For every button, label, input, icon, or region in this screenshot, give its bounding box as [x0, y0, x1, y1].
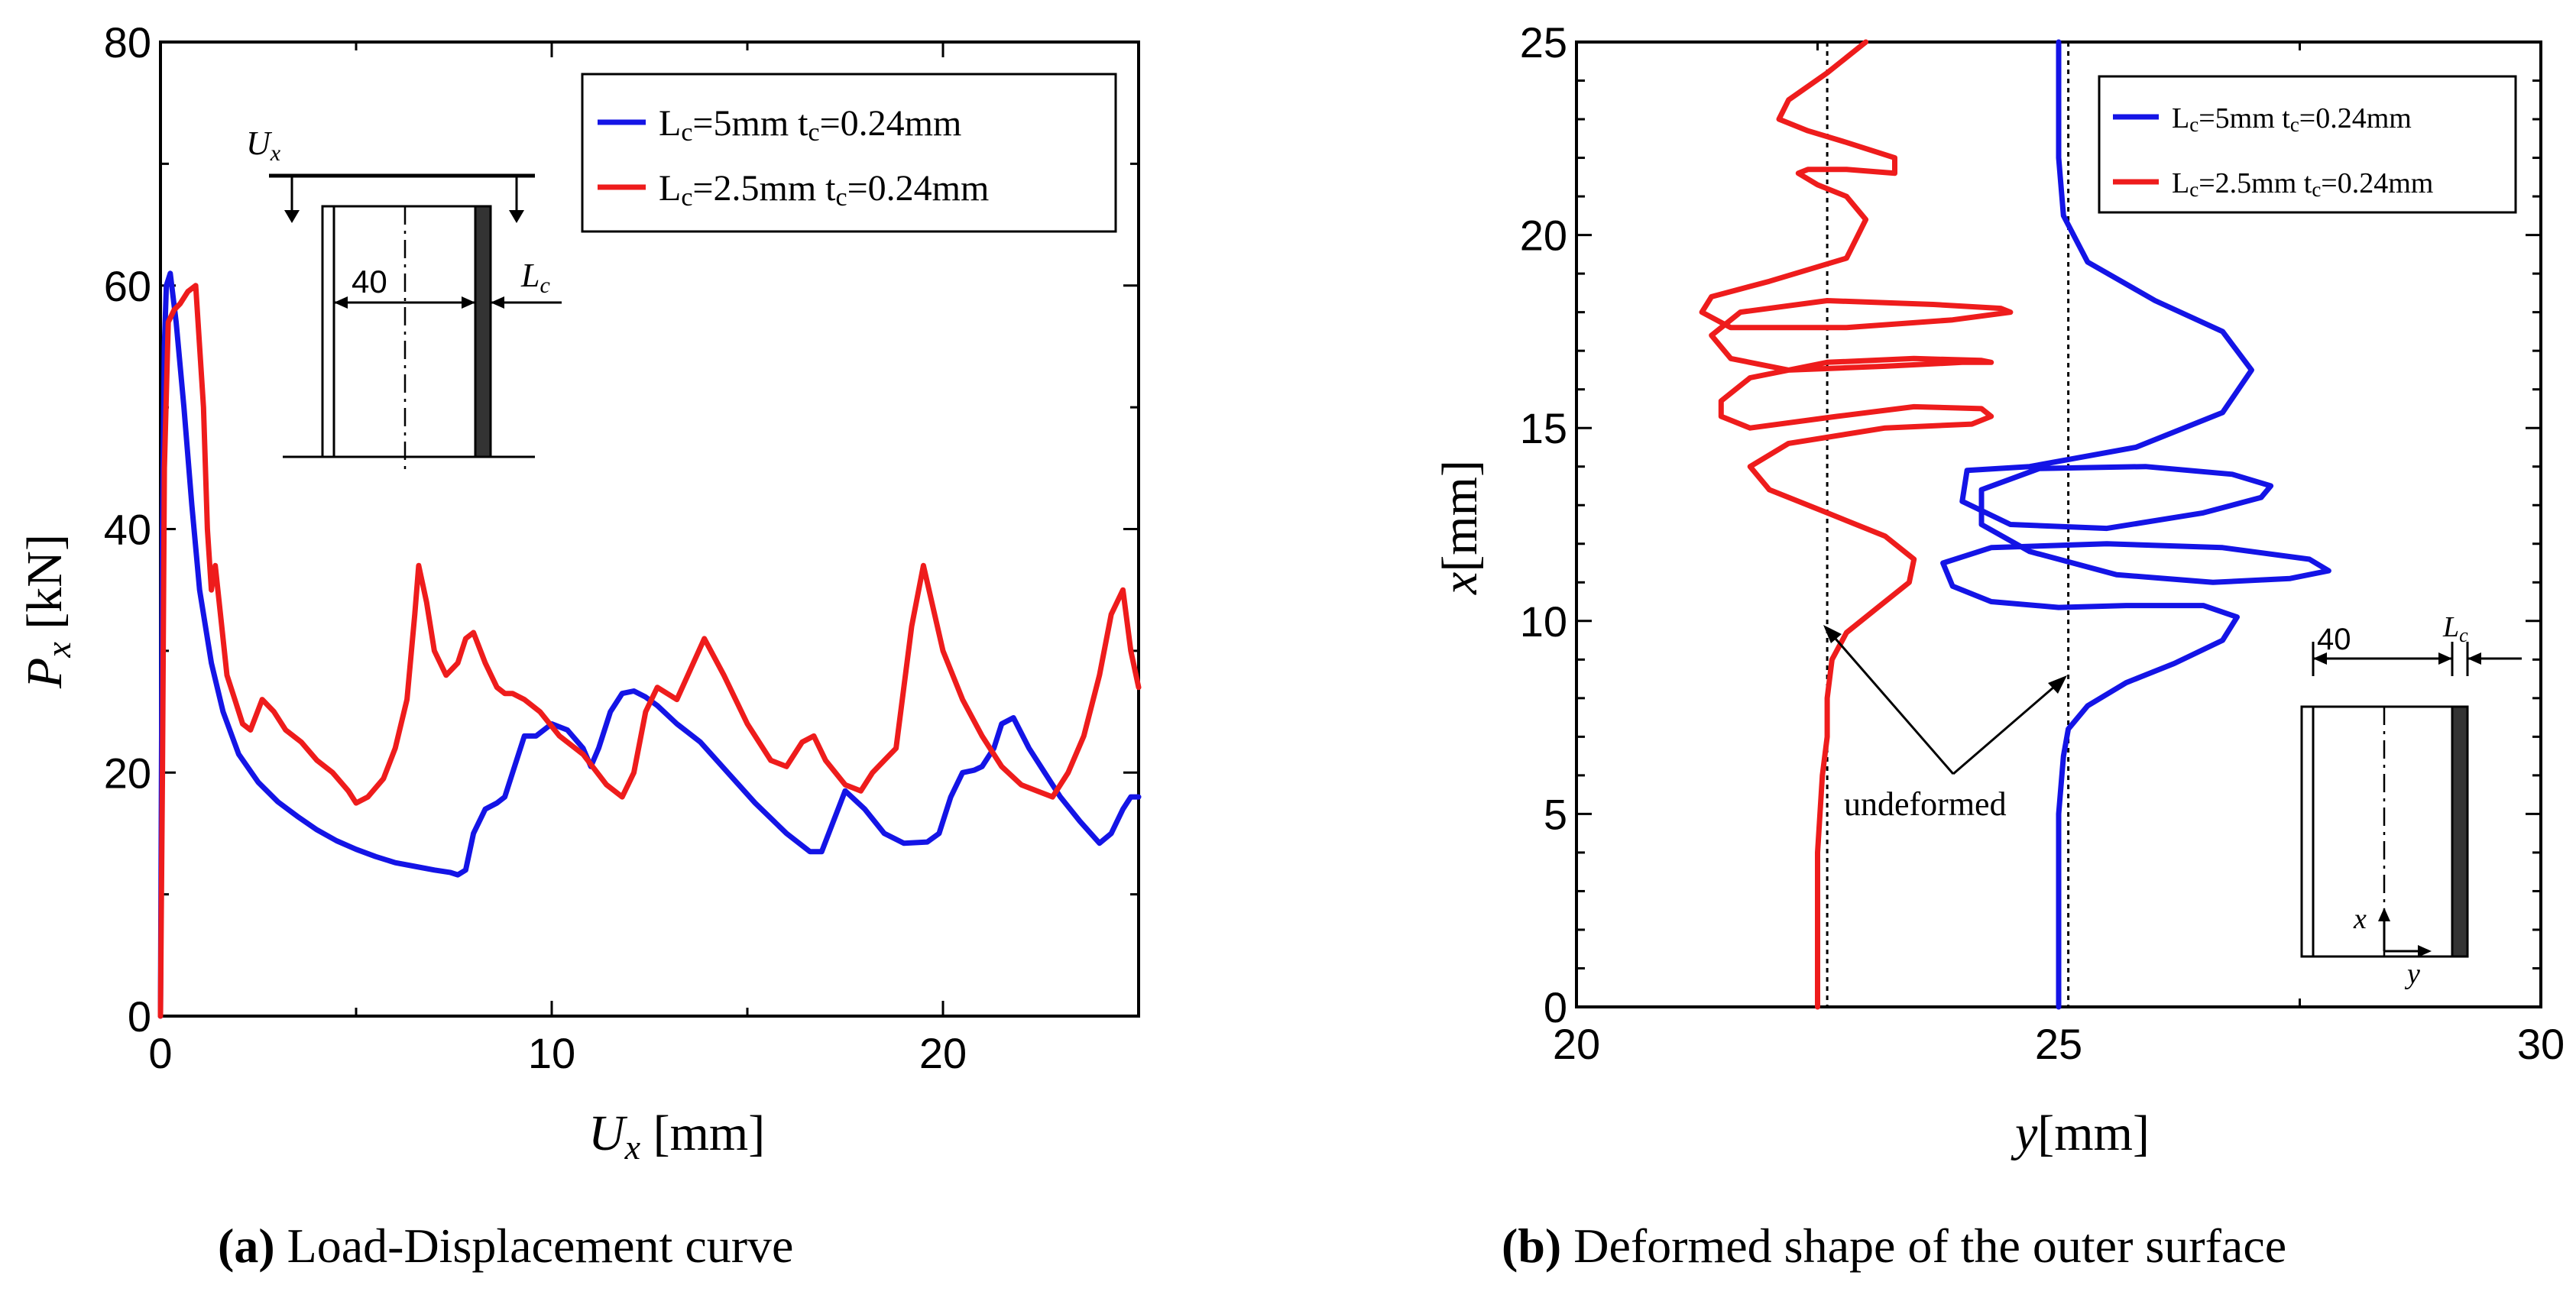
- inset-b-width-label: 40: [2317, 623, 2351, 656]
- x-tick-label: 0: [148, 1029, 172, 1077]
- plot-a-inset-schematic: [269, 173, 562, 470]
- inset-a-arrowhead-right: [509, 210, 524, 223]
- inset-b-dim-arrow-left: [2313, 652, 2327, 665]
- x-tick-label: 30: [2517, 1020, 2565, 1068]
- legend-b-label-red: Lc=2.5mm tc=0.24mm: [2172, 167, 2433, 201]
- inset-a-lc-label: Lc: [520, 257, 550, 298]
- inset-a-dim-arrow-right: [462, 296, 475, 309]
- annotation-arrow-left: [1829, 632, 1955, 775]
- inset-a-ux-label: Ux: [246, 125, 281, 166]
- inset-a-cap-layer: [474, 205, 492, 458]
- plot-b-legend: Lc=5mm tc=0.24mm Lc=2.5mm tc=0.24mm: [2098, 75, 2517, 214]
- plot-a-legend-box: [581, 73, 1117, 233]
- legend-a-label-red: Lc=2.5mm tc=0.24mm: [659, 168, 989, 212]
- annotation-undeformed: undeformed: [1844, 785, 2007, 823]
- inset-a-tube: [321, 205, 492, 458]
- plot-b-inset-schematic: [2300, 642, 2522, 958]
- inset-a-dim-arrow-left: [334, 296, 348, 309]
- plot-b-ticks: [1575, 40, 2542, 1008]
- x-tick-label: 20: [1553, 1020, 1600, 1068]
- series-line-blue: [1940, 39, 2331, 1010]
- plot-a-x-title: Ux [mm]: [588, 1105, 765, 1167]
- caption-a-label: (a): [218, 1219, 275, 1273]
- inset-b-lc-label: Lc: [2442, 611, 2468, 646]
- y-tick-label: 60: [104, 262, 151, 310]
- y-tick-label: 40: [104, 506, 151, 554]
- y-tick-label: 0: [128, 992, 151, 1041]
- inset-b-cap-layer: [2451, 705, 2469, 958]
- caption-b: (b) Deformed shape of the outer surface: [1502, 1219, 2286, 1273]
- series-line-red: [1699, 39, 2014, 1010]
- inset-b-dim-arrow-right: [2438, 652, 2452, 665]
- plot-a-series: [157, 270, 1142, 1019]
- inset-b-x-label: x: [2353, 903, 2367, 935]
- y-tick-label: 25: [1520, 18, 1567, 66]
- y-tick-label: 5: [1544, 790, 1567, 838]
- caption-b-text: Deformed shape of the outer surface: [1573, 1219, 2286, 1273]
- inset-a-cap-dim-arrow: [491, 296, 504, 309]
- y-tick-label: 20: [1520, 212, 1567, 260]
- y-tick-label: 80: [104, 18, 151, 66]
- inset-b-x-arrowhead: [2378, 908, 2390, 921]
- y-tick-label: 15: [1520, 404, 1567, 452]
- inset-b-y-label: y: [2404, 958, 2420, 990]
- plot-b-legend-box: [2098, 75, 2517, 214]
- y-tick-label: 0: [1544, 983, 1567, 1031]
- inset-a-width-label: 40: [352, 264, 387, 299]
- inset-b-cap-dim-arrow: [2467, 652, 2481, 665]
- panel-b: 20 25 30 0 5 10 15 20 25 undeformed Lc=5mm tc=0.…: [1432, 18, 2565, 1273]
- inset-b-y-arrowhead: [2418, 945, 2432, 957]
- plot-b-annotation: [1823, 625, 2067, 775]
- series-line-red: [157, 283, 1142, 1019]
- plot-a-tick-labels: 0 10 20 0 20 40 60 80: [104, 18, 967, 1077]
- plot-a-y-title: Px [kN]: [17, 534, 78, 689]
- plot-a-legend: Lc=5mm tc=0.24mm Lc=2.5mm tc=0.24mm: [581, 73, 1117, 233]
- inset-a-arrowhead-left: [284, 210, 300, 223]
- y-tick-label: 20: [104, 749, 151, 797]
- y-tick-label: 10: [1520, 597, 1567, 646]
- annotation-arrowhead-right: [2048, 675, 2067, 694]
- plot-b-series: [1699, 39, 2331, 1010]
- x-tick-label: 10: [528, 1029, 575, 1077]
- annotation-arrow-right: [1952, 681, 2060, 775]
- series-line-blue: [157, 270, 1142, 1019]
- x-tick-label: 20: [919, 1029, 967, 1077]
- plot-b-tick-labels: 20 25 30 0 5 10 15 20 25: [1520, 18, 2565, 1068]
- annotation-arrowhead-left: [1823, 625, 1842, 643]
- caption-a-text: Load-Displacement curve: [287, 1219, 794, 1273]
- x-tick-label: 25: [2035, 1020, 2082, 1068]
- panel-a: 0 10 20 0 20 40 60 80 Lc=5mm tc=0.24mm Lc=2.5mm…: [17, 18, 1142, 1273]
- caption-b-label: (b): [1502, 1219, 1561, 1273]
- plot-b-x-title: y[mm]: [2011, 1105, 2150, 1161]
- caption-a: (a) Load-Displacement curve: [218, 1219, 793, 1273]
- plot-b-y-title: x[mm]: [1432, 460, 1488, 595]
